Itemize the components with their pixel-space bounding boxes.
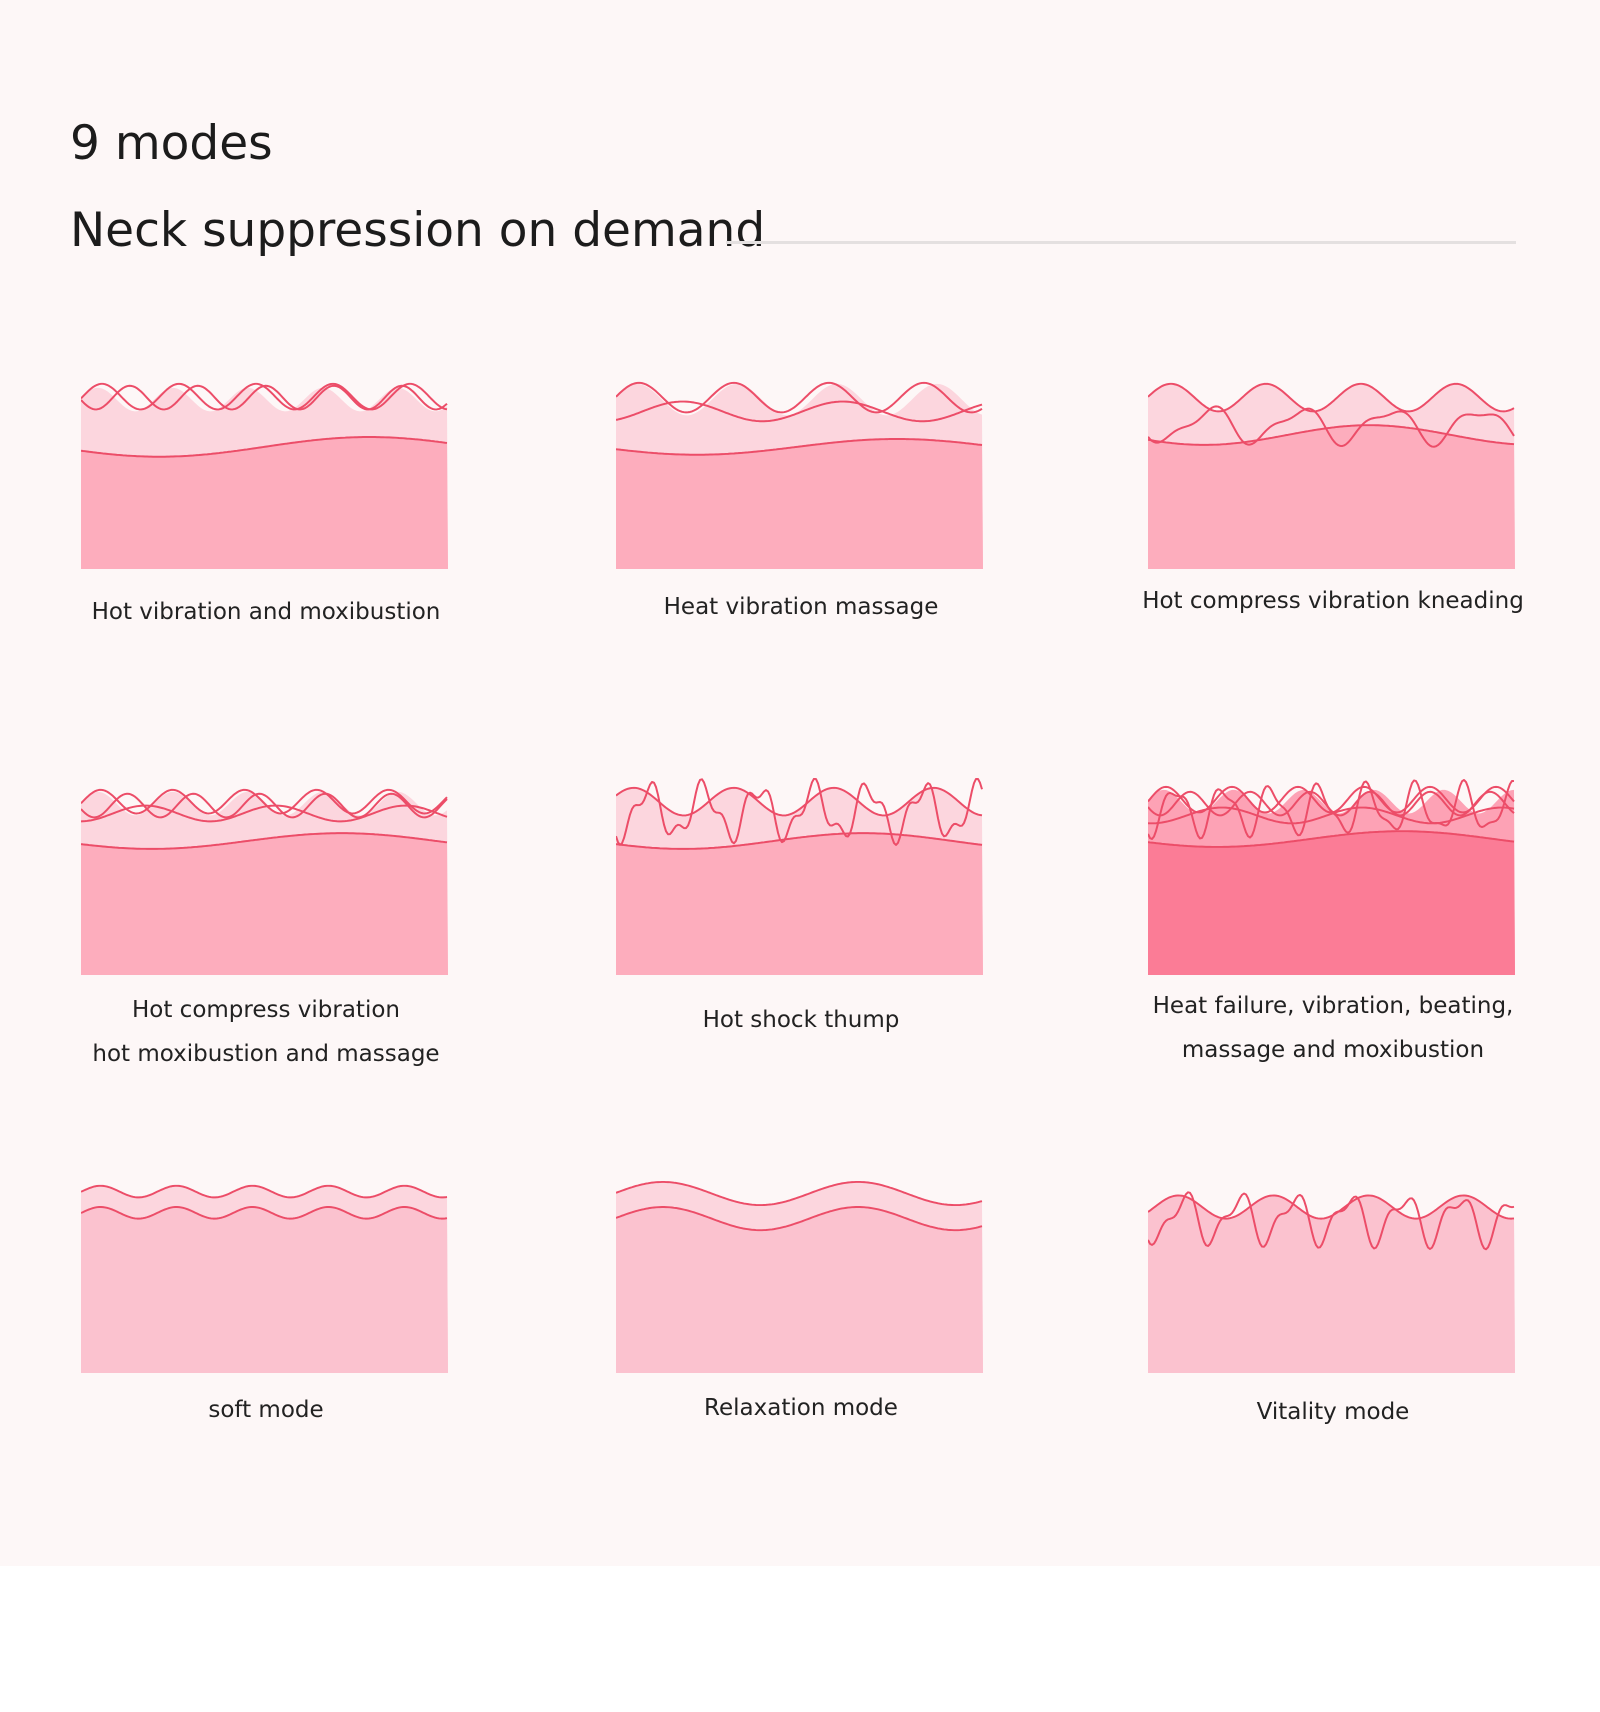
wave-line [616, 381, 983, 414]
wave-body [1148, 1195, 1515, 1373]
page-subtitle: Neck suppression on demand [70, 203, 766, 258]
wave-line [616, 437, 983, 456]
wave-line [1148, 830, 1515, 848]
wave-body [1148, 425, 1515, 569]
mode-label: Relaxation mode [576, 1386, 1026, 1430]
mode-label: Vitality mode [1108, 1390, 1558, 1434]
mode-label-line: Heat vibration massage [663, 594, 939, 620]
wave-line [81, 792, 448, 819]
wave-line [81, 788, 448, 815]
wave-body [616, 1207, 983, 1373]
page-title: 9 modes [70, 116, 273, 171]
wave-line [1148, 1191, 1515, 1251]
wave-line [616, 832, 983, 850]
mode-label: Hot shock thump [576, 998, 1026, 1042]
wave-body [81, 833, 448, 975]
mode-label-line: Hot shock thump [702, 1007, 900, 1033]
waveform-graphic [81, 1184, 448, 1373]
mode-label-line: Heat failure, vibration, beating, [1152, 993, 1514, 1019]
wave-line [81, 1206, 448, 1220]
wave-line [1148, 424, 1515, 446]
wave-line [1148, 405, 1515, 448]
waveform-graphic [616, 778, 983, 975]
wave-line [1148, 778, 1515, 840]
mode-label: Hot compress vibration hot moxibustion an… [41, 988, 491, 1076]
content-panel: 9 modes Neck suppression on demand Hot v… [41, 116, 1558, 1434]
title-divider [726, 241, 1516, 244]
wave-body [1148, 831, 1515, 975]
mode-label: Hot compress vibration kneading [1108, 579, 1558, 623]
wave-line [81, 1184, 448, 1199]
waveform-graphic [81, 382, 448, 569]
waveform-graphic [1148, 382, 1515, 569]
wave-line [616, 1206, 983, 1232]
wave-line [81, 804, 448, 823]
waveform-graphic [616, 381, 983, 569]
wave-line [616, 1180, 983, 1207]
wave-body [81, 1207, 448, 1373]
wave-body [616, 833, 983, 975]
mode-label: Hot vibration and moxibustion [41, 590, 491, 634]
waveform-graphic [1148, 1191, 1515, 1373]
mode-label-line: Hot compress vibration [131, 997, 400, 1023]
mode-label-line: massage and moxibustion [1181, 1037, 1485, 1063]
wave-body [616, 438, 983, 569]
wave-line [616, 400, 983, 423]
waveform-graphic [1148, 778, 1515, 975]
waveform-graphic [81, 788, 448, 975]
wave-line [1148, 1194, 1515, 1220]
mode-label: Heat failure, vibration, beating, massage… [1108, 984, 1558, 1072]
wave-body [81, 437, 448, 569]
wave-line [616, 778, 983, 846]
mode-label-line: Hot vibration and moxibustion [91, 599, 441, 625]
mode-label-line: Relaxation mode [704, 1395, 898, 1421]
wave-line [81, 436, 448, 458]
waveform-graphic [616, 1180, 983, 1373]
wave-line [81, 832, 448, 850]
wave-line [81, 384, 448, 411]
mode-label-line: soft mode [208, 1397, 324, 1423]
mode-label-line: Vitality mode [1256, 1399, 1410, 1425]
mode-label: soft mode [41, 1388, 491, 1432]
mode-label-line: hot moxibustion and massage [92, 1041, 440, 1067]
wave-line [616, 786, 983, 817]
mode-label: Heat vibration massage [576, 585, 1026, 629]
wave-line [1148, 806, 1515, 825]
mode-label-line: Hot compress vibration kneading [1142, 588, 1524, 614]
